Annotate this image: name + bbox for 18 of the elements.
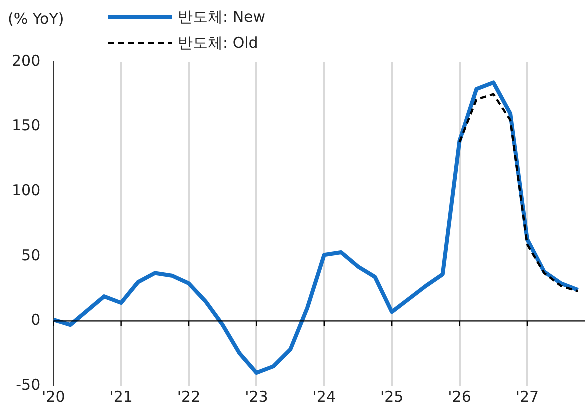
x-tick-label: '22 bbox=[177, 388, 201, 406]
y-tick-label: 100 bbox=[12, 181, 41, 200]
x-tick-label: '25 bbox=[380, 388, 404, 406]
x-tick-label: '21 bbox=[110, 388, 133, 406]
line-series bbox=[458, 93, 580, 292]
legend-label: 반도체: New bbox=[178, 8, 266, 26]
x-tick-label: '23 bbox=[245, 388, 268, 406]
y-tick-label: 0 bbox=[31, 311, 41, 330]
x-tick-label: '26 bbox=[448, 388, 472, 406]
x-tick-label: '24 bbox=[312, 388, 336, 406]
y-tick-label: -50 bbox=[16, 376, 41, 394]
x-tick-label: '20 bbox=[42, 388, 66, 406]
legend-label: 반도체: Old bbox=[178, 34, 258, 52]
y-axis-title: (% YoY) bbox=[8, 10, 64, 28]
y-tick-label: 150 bbox=[12, 116, 41, 135]
x-tick-label: '27 bbox=[516, 388, 540, 406]
y-tick-label: 200 bbox=[12, 52, 41, 70]
y-tick-label: 50 bbox=[22, 246, 41, 264]
